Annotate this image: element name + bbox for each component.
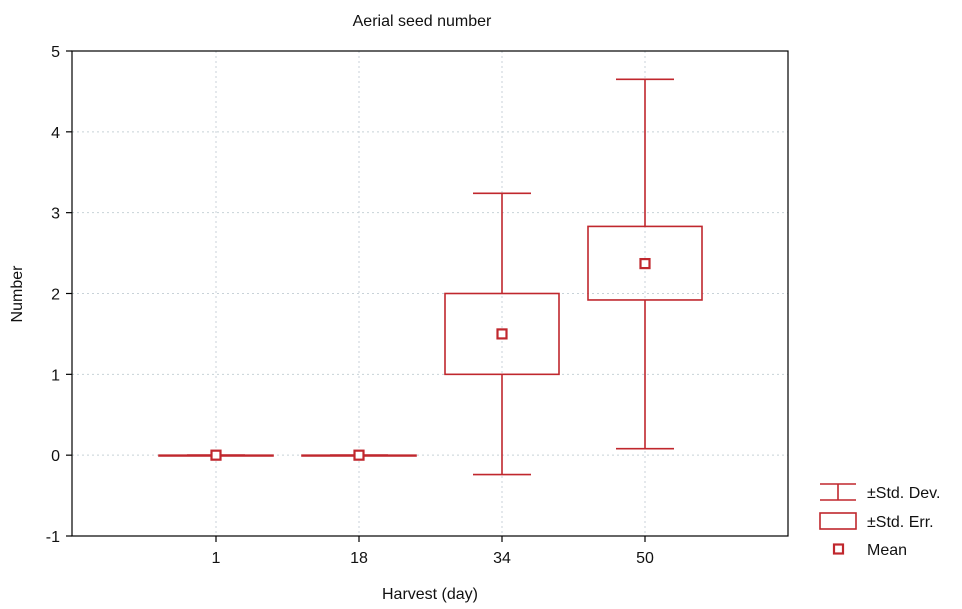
legend-box-swatch <box>819 512 857 530</box>
legend-item-box: ±Std. Err. <box>819 512 934 531</box>
y-tick-label: 1 <box>51 367 60 384</box>
legend-label: ±Std. Dev. <box>867 485 940 502</box>
box-group-18 <box>301 449 417 461</box>
y-tick-label: -1 <box>46 529 60 546</box>
legend: ±Std. Dev. ±Std. Err. Mean <box>819 483 940 559</box>
y-axis: -1 0 1 2 3 4 5 <box>46 44 72 546</box>
legend-label: Mean <box>867 542 907 559</box>
grid-lines <box>72 51 788 536</box>
mean-marker <box>353 449 365 461</box>
y-tick-label: 4 <box>51 125 60 142</box>
y-axis-label: Number <box>9 265 26 323</box>
plot-frame <box>71 50 789 537</box>
x-tick-label: 34 <box>493 550 511 567</box>
mean-marker <box>496 328 508 340</box>
se-box <box>444 292 560 376</box>
x-tick-label: 1 <box>212 550 221 567</box>
box-group-50 <box>587 78 703 450</box>
x-axis: 1 18 34 50 <box>212 536 654 567</box>
y-tick-label: 0 <box>51 448 60 465</box>
x-tick-label: 18 <box>350 550 368 567</box>
x-tick-label: 50 <box>636 550 654 567</box>
legend-label: ±Std. Err. <box>867 514 934 531</box>
y-tick-label: 2 <box>51 287 60 304</box>
x-axis-label: Harvest (day) <box>382 586 478 603</box>
box-group-34 <box>444 192 560 476</box>
mean-marker <box>210 449 222 461</box>
y-tick-label: 3 <box>51 206 60 223</box>
se-box <box>587 225 703 301</box>
box-group-1 <box>158 449 274 461</box>
chart-title: Aerial seed number <box>353 13 492 30</box>
y-tick-label: 5 <box>51 44 60 61</box>
legend-item-mean: Mean <box>832 542 907 559</box>
mean-marker <box>639 257 651 270</box>
plot-marks <box>158 78 703 476</box>
legend-item-whisker: ±Std. Dev. <box>820 483 940 502</box>
legend-mean-swatch <box>832 543 845 555</box>
